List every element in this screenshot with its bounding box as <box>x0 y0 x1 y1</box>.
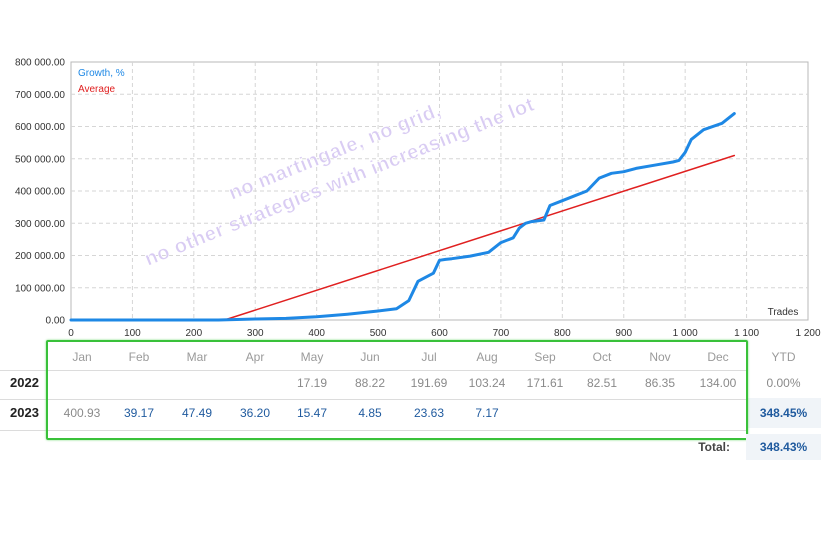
ytd-header: YTD <box>746 342 821 372</box>
month-value: 400.93 <box>63 406 101 420</box>
series-layer <box>69 112 736 322</box>
table-row: 2022 17.19 88.22 191.69 103.24 171.61 82.51 86… <box>0 368 821 398</box>
month-header: Jun <box>360 350 380 364</box>
y-tick-label: 800 000.00 <box>15 58 65 69</box>
month-value: 86.35 <box>644 376 676 390</box>
x-tick-label: 0 <box>68 328 74 339</box>
month-header: Feb <box>128 350 150 364</box>
month-value: 191.69 <box>410 376 448 390</box>
y-tick-label: 500 000.00 <box>15 154 65 165</box>
month-header: Mar <box>186 350 208 364</box>
month-header: Oct <box>592 350 612 364</box>
month-value: 15.47 <box>296 406 328 420</box>
month-header: Apr <box>245 350 265 364</box>
month-header: Jan <box>72 350 92 364</box>
growth-series-line <box>69 112 736 322</box>
month-value: 171.61 <box>526 376 564 390</box>
x-tick-label: 700 <box>493 328 510 339</box>
legend-growth: Growth, % <box>78 68 125 79</box>
total-value: 348.43% <box>746 434 821 460</box>
table-header-row: Jan Feb Mar Apr May Jun Jul Aug Sep Oct Nov Dec YTD <box>0 342 821 372</box>
y-tick-label: 400 000.00 <box>15 187 65 198</box>
x-tick-label: 100 <box>124 328 141 339</box>
y-tick-label: 100 000.00 <box>15 283 65 294</box>
legend-average: Average <box>78 84 116 95</box>
total-label: Total: <box>698 440 730 454</box>
month-header: Aug <box>476 350 498 364</box>
month-value: 4.85 <box>358 406 382 420</box>
x-tick-label: 200 <box>185 328 202 339</box>
x-tick-label: 1 100 <box>734 328 759 339</box>
month-value: 82.51 <box>586 376 618 390</box>
x-axis-ticks: 0 100 200 300 400 500 600 700 800 900 1 000 1 100 1 … <box>68 328 821 339</box>
ytd-value: 0.00% <box>746 368 821 398</box>
ytd-value: 348.45% <box>746 398 821 428</box>
y-tick-label: 300 000.00 <box>15 219 65 230</box>
month-value: 23.63 <box>413 406 445 420</box>
month-header: Sep <box>534 350 556 364</box>
month-header: Nov <box>649 350 671 364</box>
month-header: Jul <box>421 350 437 364</box>
table-row: 2023 400.93 39.17 47.49 36.20 15.47 4.85 23.63… <box>0 398 821 428</box>
y-tick-label: 0.00 <box>46 316 66 327</box>
x-tick-label: 400 <box>308 328 325 339</box>
x-tick-label: 300 <box>247 328 264 339</box>
x-tick-label: 1 000 <box>673 328 698 339</box>
month-value: 88.22 <box>354 376 386 390</box>
month-value: 36.20 <box>239 406 271 420</box>
average-series-line <box>223 154 736 321</box>
x-tick-label: 900 <box>615 328 632 339</box>
month-value: 47.49 <box>181 406 213 420</box>
year-label: 2022 <box>10 375 39 390</box>
x-tick-label: 600 <box>431 328 448 339</box>
x-tick-label: 1 200 <box>795 328 820 339</box>
legend: Growth, % Average <box>78 68 125 95</box>
month-value: 134.00 <box>699 376 737 390</box>
y-axis-ticks: 0.00 100 000.00 200 000.00 300 000.00 400 00… <box>15 58 65 327</box>
row-divider <box>0 399 746 400</box>
month-value: 39.17 <box>123 406 155 420</box>
y-tick-label: 200 000.00 <box>15 251 65 262</box>
year-label: 2023 <box>10 405 39 420</box>
month-header: Dec <box>707 350 729 364</box>
monthly-returns-table: Jan Feb Mar Apr May Jun Jul Aug Sep Oct Nov Dec YTD… <box>0 340 821 462</box>
month-value: 103.24 <box>468 376 506 390</box>
month-header: May <box>300 350 324 364</box>
row-divider <box>0 370 746 371</box>
highlight-box <box>46 340 748 440</box>
row-divider <box>0 430 746 431</box>
x-tick-label: 500 <box>370 328 387 339</box>
x-axis-label: Trades <box>768 307 799 318</box>
y-tick-label: 700 000.00 <box>15 90 65 101</box>
month-value: 7.17 <box>475 406 499 420</box>
growth-chart: 0.00 100 000.00 200 000.00 300 000.00 400 00… <box>15 58 821 340</box>
y-tick-label: 600 000.00 <box>15 122 65 133</box>
month-value: 17.19 <box>296 376 328 390</box>
x-tick-label: 800 <box>554 328 571 339</box>
